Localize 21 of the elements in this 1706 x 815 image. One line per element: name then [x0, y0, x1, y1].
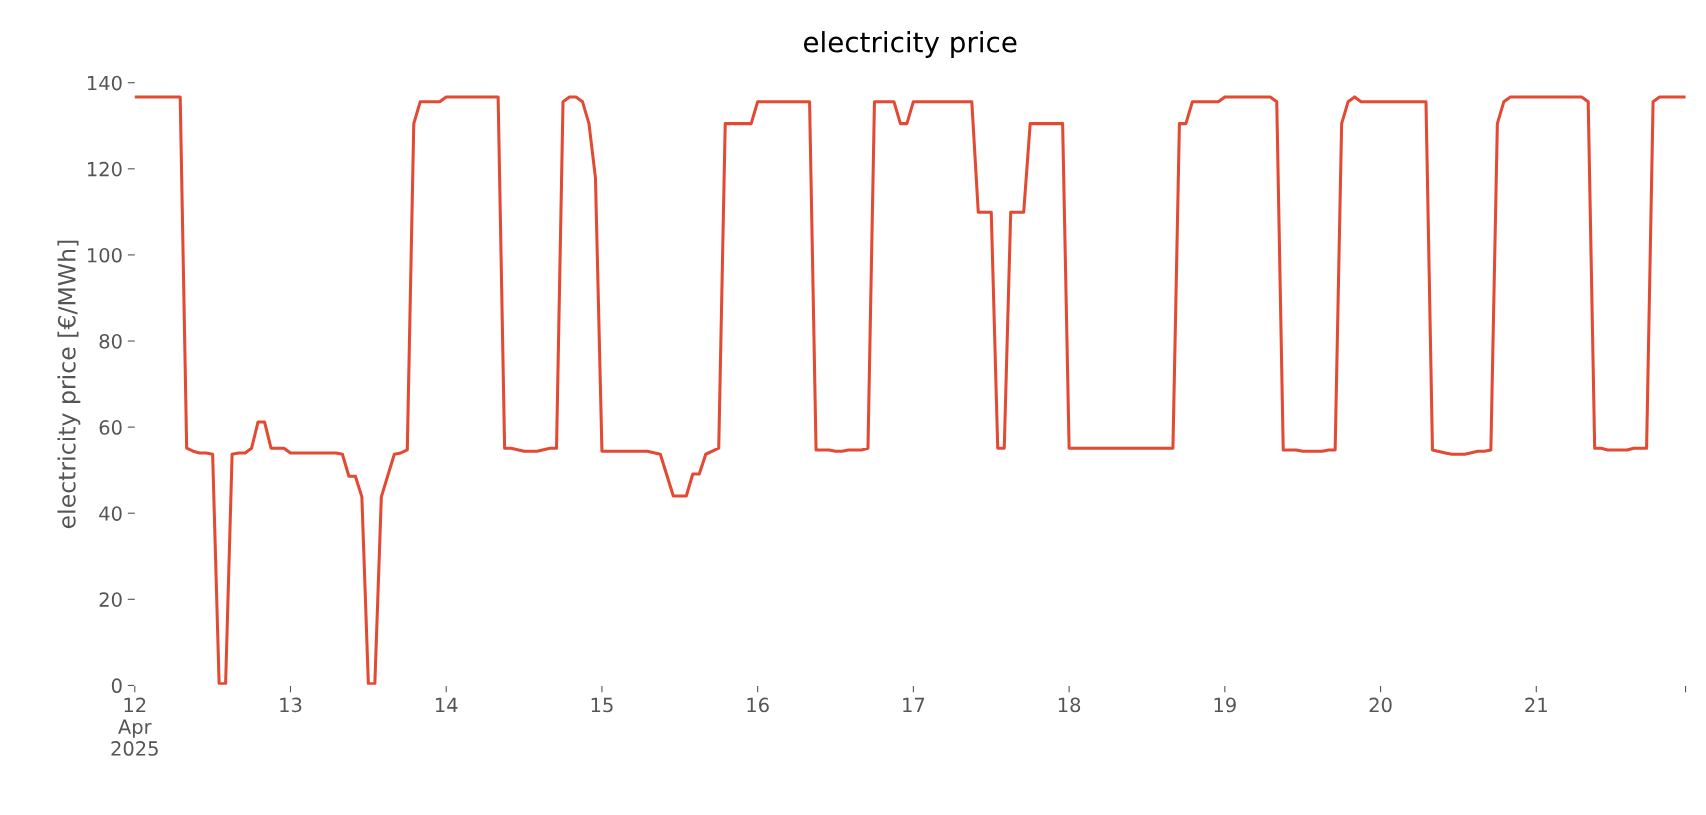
y-tick-label: 120 — [87, 161, 122, 177]
x-tick-label: 16 — [747, 697, 769, 713]
x-tick-label: 20 — [1369, 697, 1392, 713]
x-tick-label: 17 — [903, 697, 925, 712]
chart-title: electricity price — [803, 31, 1017, 58]
x-tick-label: 18 — [1058, 697, 1081, 713]
y-axis-title: electricity price [€/MWh] — [57, 240, 81, 529]
line-series — [134, 95, 1686, 686]
y-tick-label: 40 — [99, 506, 122, 521]
y-tick-label: 0 — [111, 678, 122, 694]
x-tick-label: 15 — [591, 697, 613, 713]
x-tick-label: 19 — [1214, 697, 1236, 713]
y-tick-label: 100 — [87, 247, 122, 263]
x-tick-label: 12 Apr 2025 — [111, 697, 158, 756]
y-tick-label: 80 — [99, 333, 122, 349]
x-tick-label: 14 — [435, 697, 458, 712]
y-tick-label: 60 — [99, 420, 122, 435]
x-tick-label: 21 — [1525, 697, 1547, 712]
y-tick-label: 140 — [87, 75, 122, 91]
x-tick-label: 13 — [280, 697, 302, 713]
y-tick-label: 20 — [99, 592, 122, 607]
